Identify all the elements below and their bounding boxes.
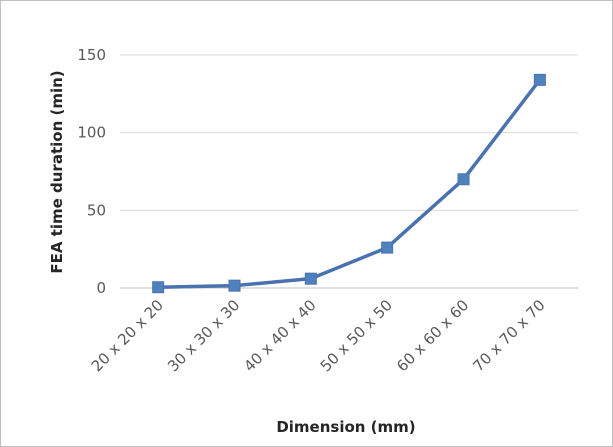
x-tick-label: 20 x 20 x 20 [88, 296, 167, 375]
series-markers [153, 74, 546, 292]
x-axis-title: Dimension (mm) [276, 418, 415, 436]
data-point-marker [458, 174, 469, 185]
grid-lines [120, 55, 578, 210]
data-point-marker [382, 242, 393, 253]
data-point-marker [534, 74, 545, 85]
x-tick-label: 40 x 40 x 40 [240, 296, 319, 375]
x-tick-label: 50 x 50 x 50 [317, 296, 396, 375]
x-tick-label: 70 x 70 x 70 [469, 296, 548, 375]
y-tick-label: 50 [87, 201, 106, 219]
x-tick-label: 60 x 60 x 60 [393, 296, 472, 375]
x-tick-label: 30 x 30 x 30 [164, 296, 243, 375]
data-point-marker [305, 273, 316, 284]
y-tick-label: 150 [77, 46, 106, 64]
y-axis-title: FEA time duration (min) [48, 70, 66, 273]
series-polyline [158, 80, 540, 287]
y-tick-label: 100 [77, 124, 106, 142]
data-point-marker [229, 280, 240, 291]
y-tick-label: 0 [96, 279, 106, 297]
data-point-marker [153, 282, 164, 293]
series-line [158, 80, 540, 287]
y-tick-labels: 0 50 100 150 [77, 46, 106, 297]
